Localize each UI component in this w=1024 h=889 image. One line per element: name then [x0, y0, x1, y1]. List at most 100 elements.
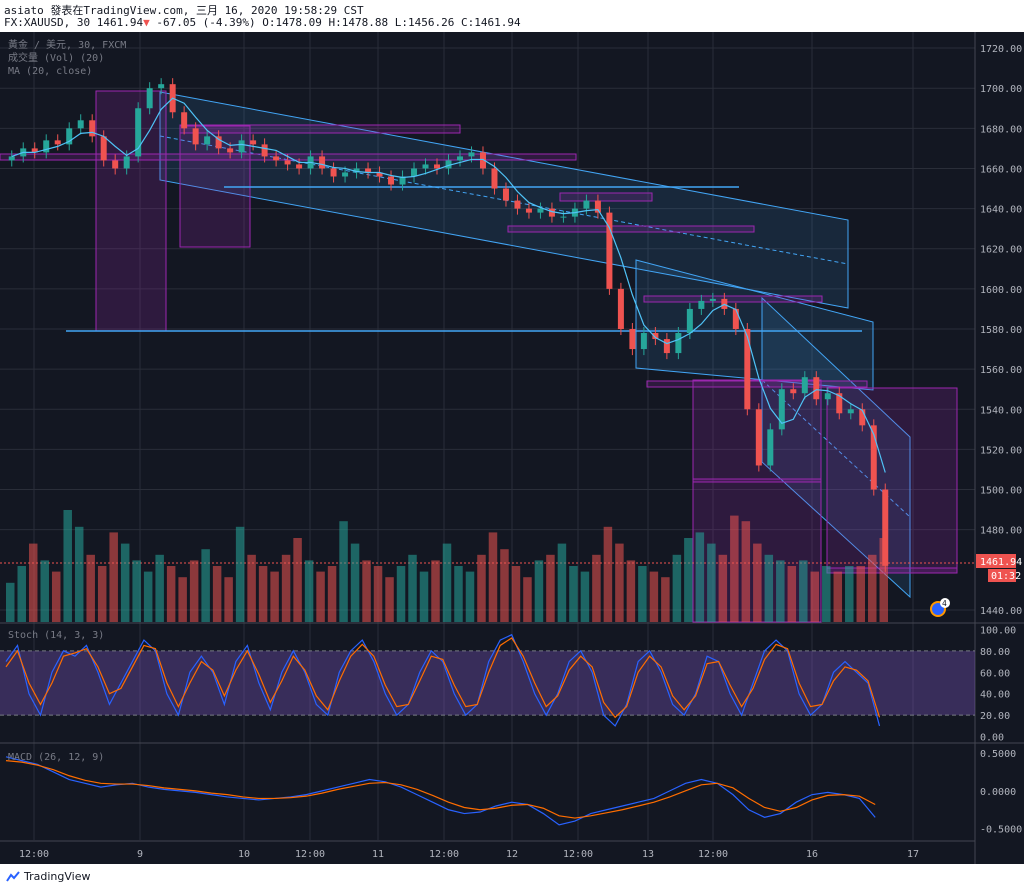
time-axis-label: 10 — [238, 849, 250, 860]
candle — [123, 156, 130, 169]
volume-bar — [534, 560, 544, 622]
volume-bar — [143, 571, 153, 622]
candle — [204, 136, 211, 145]
candle — [43, 140, 50, 153]
candle — [755, 409, 762, 466]
candle — [181, 112, 188, 129]
flag-icon[interactable]: 4 — [930, 598, 950, 617]
volume-bar — [615, 543, 624, 622]
candle — [411, 168, 418, 177]
channel-3 — [761, 296, 911, 599]
volume-bar — [523, 577, 532, 622]
price-axis-label: 1620.00 — [980, 245, 1022, 256]
candle — [525, 208, 532, 213]
volume-bar — [431, 560, 440, 622]
price-axis-label: 1560.00 — [980, 365, 1022, 376]
volume-bar — [868, 554, 877, 622]
channel-2 — [635, 259, 874, 391]
footer: TradingView — [0, 864, 1024, 889]
volume-bar — [787, 566, 797, 622]
volume-bar — [224, 577, 233, 622]
candle — [376, 172, 383, 177]
stoch-axis-label: 40.00 — [980, 690, 1010, 701]
volume-bar — [879, 538, 888, 622]
chart-header: asiato 發表在TradingView.com, 三月 16, 2020 1… — [0, 0, 1024, 30]
price-axis-label: 1680.00 — [980, 124, 1022, 135]
volume-bar — [465, 571, 475, 622]
volume-bar — [442, 543, 452, 622]
price-axis-label: 1700.00 — [980, 84, 1022, 95]
candle — [273, 156, 280, 161]
volume-bar — [316, 571, 325, 622]
candle — [583, 200, 590, 209]
price-tag-bg — [976, 554, 1016, 568]
candle — [502, 188, 509, 201]
price-axis-label: 1440.00 — [980, 606, 1022, 617]
volume-bar — [51, 571, 61, 622]
publish-info: asiato 發表在TradingView.com, 三月 16, 2020 1… — [4, 4, 364, 17]
candle — [882, 489, 889, 566]
price-axis-label: 1580.00 — [980, 325, 1022, 336]
candle — [548, 208, 555, 217]
candle — [617, 288, 624, 330]
chart-area[interactable]: 1720.00 1700.00 1680.00 1660.00 1640.00 1620.… — [0, 32, 1024, 864]
volume-bar — [247, 554, 256, 622]
stoch-d-line — [5, 637, 881, 719]
symbol-label: FX:XAUUSD, 30 — [4, 16, 91, 29]
volume-bar — [396, 566, 406, 622]
candle — [801, 377, 808, 394]
volume-bar — [339, 521, 348, 622]
volume-bar — [477, 554, 486, 622]
candle — [847, 409, 854, 414]
candle — [227, 148, 234, 153]
volume-bar — [120, 543, 130, 622]
flag-badge: 4 — [942, 599, 947, 608]
volume-bar — [707, 543, 716, 622]
candle — [824, 393, 831, 400]
ma-line — [11, 97, 886, 473]
candle — [100, 136, 107, 161]
price-axis-label: 1660.00 — [980, 164, 1022, 175]
volume-bar — [408, 554, 417, 622]
volume-bar — [810, 571, 820, 622]
volume-bar — [649, 571, 659, 622]
channel-midline — [159, 135, 849, 265]
candle — [8, 156, 15, 161]
tradingview-logo[interactable]: TradingView — [6, 870, 90, 883]
price-tag: 1461.94 — [980, 557, 1022, 568]
time-axis-label: 16 — [806, 849, 818, 860]
stoch-axis-label: 20.00 — [980, 711, 1010, 722]
zone-box — [507, 225, 755, 233]
price-axis-label: 1480.00 — [980, 526, 1022, 537]
candle — [365, 168, 372, 173]
volume-bar — [845, 566, 854, 622]
volume-bar — [569, 566, 578, 622]
volume-bar — [166, 566, 176, 622]
candle — [479, 152, 486, 169]
candle — [709, 298, 716, 301]
candle — [146, 88, 153, 109]
volume-bar — [626, 560, 636, 622]
chart-canvas[interactable]: 1720.001700.001680.001660.001640.001620.… — [0, 32, 1024, 864]
candle — [330, 168, 337, 177]
stoch-axis-label: 60.00 — [980, 668, 1010, 679]
zone-box — [643, 295, 823, 303]
candle — [250, 140, 257, 145]
volume-bar — [258, 566, 268, 622]
price-axis-label: 1640.00 — [980, 205, 1022, 216]
legend-volume: 成交量 (Vol) (20) — [8, 51, 104, 64]
stoch-axis-label: 80.00 — [980, 647, 1010, 658]
candle — [319, 156, 326, 169]
candle — [732, 308, 739, 330]
candle — [158, 84, 165, 89]
candle — [606, 212, 613, 289]
zone-box — [179, 124, 461, 134]
volume-bar — [201, 549, 210, 622]
candle — [675, 333, 682, 354]
volume-bar — [109, 532, 118, 622]
price-axis-label: 1600.00 — [980, 285, 1022, 296]
volume-bar — [741, 521, 751, 622]
time-axis-label: 11 — [372, 849, 384, 860]
candle — [456, 156, 463, 161]
stoch-axis-label: 100.00 — [980, 625, 1016, 636]
